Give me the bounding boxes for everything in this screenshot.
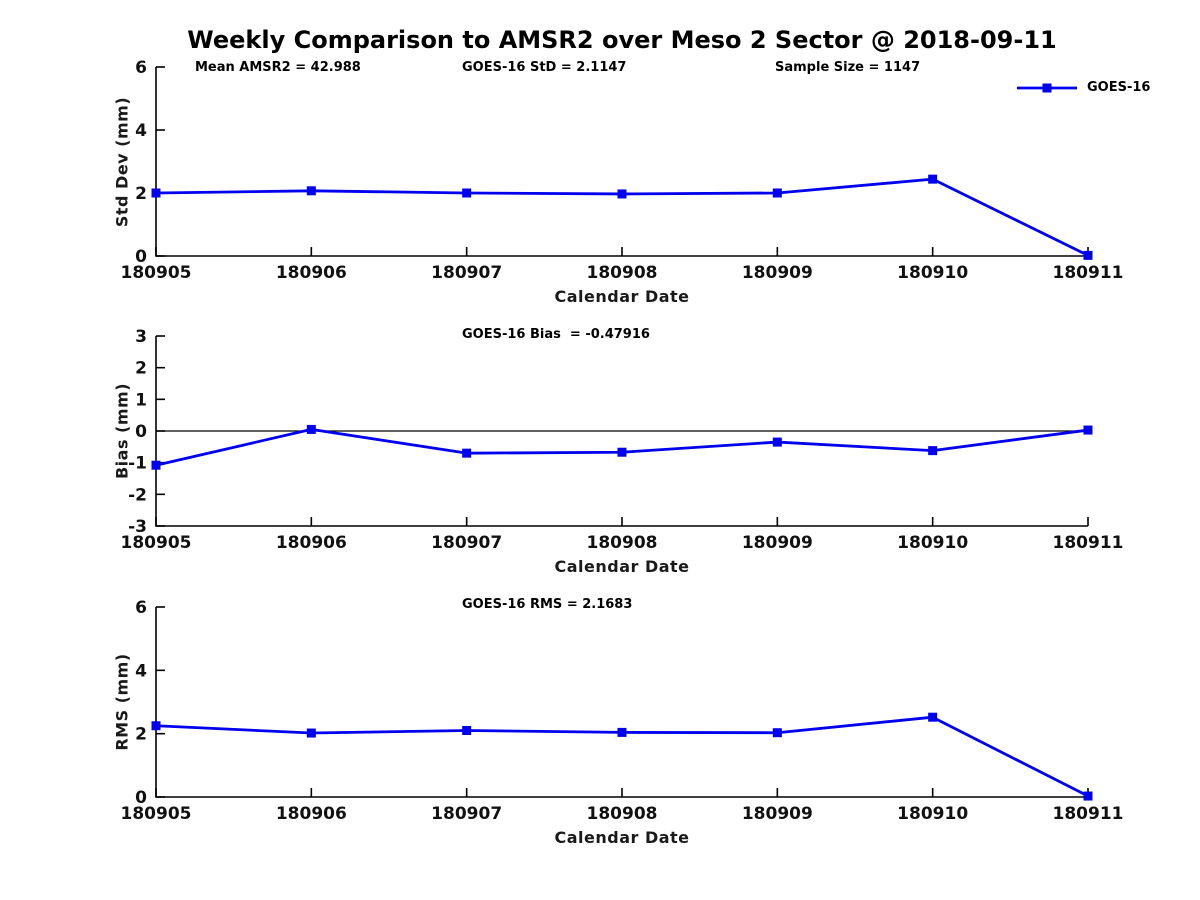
rms-x-tick-label: 180911 [1053, 804, 1124, 824]
bias-y-tick-label: -1 [128, 454, 147, 474]
rms-y-axis-label: RMS (mm) [112, 653, 132, 751]
stddev-data-point-marker [617, 189, 627, 199]
rms-y-tick-label: 6 [135, 598, 147, 618]
bias-data-point-marker [617, 447, 627, 457]
figure-title: Weekly Comparison to AMSR2 over Meso 2 S… [187, 26, 1057, 54]
stddev-data-point-marker [928, 174, 938, 184]
legend-line-icon [1017, 83, 1077, 92]
stddev-data-point-marker [1083, 250, 1093, 260]
bias-data-point-marker [928, 446, 938, 456]
rms-x-tick-label: 180908 [587, 804, 658, 824]
legend: GOES-16 [1015, 80, 1150, 95]
stddev-x-tick-label: 180908 [587, 263, 658, 283]
bias-data-point-marker [151, 460, 161, 470]
stddev-y-tick-label: 6 [135, 58, 147, 78]
rms-data-point-marker [1083, 791, 1093, 801]
rms-x-tick-label: 180907 [431, 804, 502, 824]
bias-data-point-marker [1083, 425, 1093, 435]
stddev-data-point-marker [462, 188, 472, 198]
stat-sample-size: Sample Size = 1147 [775, 60, 921, 75]
bias-y-axis-label: Bias (mm) [112, 382, 132, 480]
stddev-y-tick-label: 0 [135, 247, 147, 267]
stddev-x-tick-label: 180905 [121, 263, 192, 283]
bias-x-tick-label: 180910 [897, 533, 968, 553]
rms-x-tick-label: 180905 [121, 804, 192, 824]
stddev-x-tick-label: 180909 [742, 263, 813, 283]
bias-data-point-marker [462, 448, 472, 458]
bias-y-tick-label: 2 [135, 359, 147, 379]
stddev-x-tick-label: 180911 [1053, 263, 1124, 283]
legend-label: GOES-16 [1087, 80, 1151, 95]
stat-mean-amsr2: Mean AMSR2 = 42.988 [195, 60, 361, 75]
bias-x-tick-label: 180905 [121, 533, 192, 553]
rms-data-point-marker [617, 727, 627, 737]
bias-y-tick-label: -3 [128, 517, 147, 537]
stddev-data-point-marker [772, 188, 782, 198]
stddev-x-tick-label: 180910 [897, 263, 968, 283]
rms-data-point-marker [928, 712, 938, 722]
bias-x-tick-label: 180908 [587, 533, 658, 553]
bias-x-tick-label: 180909 [742, 533, 813, 553]
bias-y-tick-label: 1 [135, 390, 147, 410]
bias-x-tick-label: 180911 [1053, 533, 1124, 553]
rms-y-tick-label: 0 [135, 788, 147, 808]
rms-data-point-marker [151, 721, 161, 731]
bias-data-point-marker [772, 437, 782, 447]
bias-data-line [155, 428, 1089, 467]
stat-goes16-std: GOES-16 StD = 2.1147 [462, 60, 627, 75]
bias-y-tick-label: 3 [135, 327, 147, 347]
bias-annotation: GOES-16 Bias = -0.47916 [462, 327, 650, 342]
rms-x-axis-label: Calendar Date [554, 828, 690, 847]
stddev-y-tick-label: 2 [135, 184, 147, 204]
stddev-x-axis-label: Calendar Date [554, 287, 690, 306]
rms-x-tick-label: 180906 [276, 804, 347, 824]
stddev-y-axis-label: Std Dev (mm) [112, 96, 132, 228]
bias-data-point-marker [306, 424, 316, 434]
stddev-x-tick-label: 180907 [431, 263, 502, 283]
bias-y-tick-label: 0 [135, 422, 147, 442]
stddev-data-point-marker [151, 188, 161, 198]
rms-data-point-marker [306, 728, 316, 738]
rms-x-tick-label: 180909 [742, 804, 813, 824]
rms-y-tick-label: 2 [135, 725, 147, 745]
rms-data-point-marker [772, 728, 782, 738]
rms-y-tick-label: 4 [135, 661, 147, 681]
rms-x-tick-label: 180910 [897, 804, 968, 824]
bias-x-tick-label: 180906 [276, 533, 347, 553]
rms-data-point-marker [462, 726, 472, 735]
rms-annotation: GOES-16 RMS = 2.1683 [462, 597, 633, 612]
bias-x-axis-label: Calendar Date [554, 557, 690, 576]
stddev-y-tick-label: 4 [135, 121, 147, 141]
bias-y-tick-label: -2 [128, 485, 147, 505]
stddev-x-tick-label: 180906 [276, 263, 347, 283]
bias-x-tick-label: 180907 [431, 533, 502, 553]
stddev-data-point-marker [306, 186, 316, 196]
